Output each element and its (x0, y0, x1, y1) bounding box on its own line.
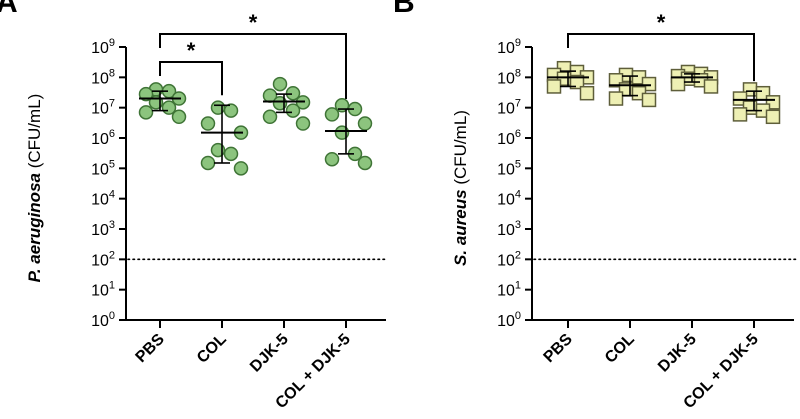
significance-bracket (159, 61, 223, 96)
y-tick-label: 101 (91, 280, 115, 300)
y-tick-label: 107 (91, 98, 115, 118)
data-point (138, 86, 154, 102)
significance-bracket (159, 33, 347, 100)
significance-star: * (187, 38, 196, 63)
data-point (200, 116, 216, 131)
data-point (295, 116, 311, 131)
panel-b: B S. aureus (CFU/mL) 1001011021031041051… (393, 0, 797, 412)
panel-letter-a: A (0, 0, 18, 19)
svg-text:P. aeruginosa (CFU/mL): P. aeruginosa (CFU/mL) (25, 94, 44, 283)
y-tick-label: 106 (497, 128, 521, 148)
x-tick-label: DJK-5 (655, 331, 700, 376)
y-axis-label-a-species: P. aeruginosa (25, 173, 44, 282)
data-point (272, 76, 288, 92)
x-tick-label: COL (194, 331, 230, 367)
data-point (670, 76, 686, 92)
y-tick-label: 100 (497, 310, 521, 330)
y-axis-label-a-unit: (CFU/mL) (25, 94, 44, 173)
data-point (732, 107, 748, 122)
y-tick-label: 100 (91, 310, 115, 330)
y-ticks-a: 100 101 102 103 104 105 106 107 108 109 (91, 37, 126, 330)
y-axis-label-a: P. aeruginosa (CFU/mL) (25, 94, 44, 283)
x-tick-label: DJK-5 (247, 331, 292, 376)
data-point (171, 109, 187, 125)
y-axis-label-b-species: S. aureus (451, 189, 470, 266)
significance-star: * (249, 10, 258, 35)
data-point (608, 91, 624, 106)
data-point (765, 109, 781, 125)
y-tick-label: 104 (497, 189, 521, 209)
significance-star: * (657, 10, 666, 35)
data-point (703, 79, 719, 94)
y-tick-label: 107 (497, 98, 521, 118)
y-tick-label: 105 (91, 158, 115, 178)
y-tick-label: 105 (497, 158, 521, 178)
y-tick-label: 103 (91, 219, 115, 239)
y-tick-label: 109 (497, 37, 521, 57)
data-point (579, 85, 595, 101)
data-point (357, 116, 373, 131)
significance-bracket (567, 33, 755, 82)
data-point (262, 109, 278, 125)
panel-letter-b: B (393, 0, 415, 19)
x-tick-label: PBS (541, 331, 577, 367)
x-tick-label: PBS (133, 331, 169, 367)
data-point (569, 74, 585, 90)
data-point (324, 151, 340, 167)
y-tick-label: 108 (497, 67, 521, 87)
y-tick-label: 104 (91, 189, 115, 209)
y-tick-label: 106 (91, 128, 115, 148)
panel-a: A P. aeruginosa (CFU/mL) 100 101 102 103 104… (0, 0, 389, 412)
y-axis-label-b: S. aureus (CFU/mL) (451, 110, 470, 266)
y-tick-label: 103 (497, 219, 521, 239)
data-point (285, 85, 301, 101)
data-point (285, 103, 301, 118)
data-point (641, 92, 657, 108)
svg-text:S. aureus (CFU/mL): S. aureus (CFU/mL) (451, 110, 470, 266)
y-tick-label: 102 (497, 249, 521, 269)
y-tick-label: 101 (497, 280, 521, 300)
y-axis-label-b-unit: (CFU/mL) (451, 110, 470, 189)
data-point (223, 146, 239, 162)
data-point (546, 79, 562, 94)
data-point (138, 105, 154, 120)
data-point (324, 107, 340, 122)
y-ticks-b: 100 101 102 103 104 105 106 107 108 109 (497, 37, 532, 330)
y-tick-label: 108 (91, 67, 115, 87)
x-tick-label: COL (602, 331, 638, 367)
data-point (223, 103, 239, 118)
y-tick-label: 109 (91, 37, 115, 57)
y-tick-label: 102 (91, 249, 115, 269)
data-point (233, 161, 249, 176)
data-point (200, 155, 216, 171)
data-point (357, 155, 373, 171)
